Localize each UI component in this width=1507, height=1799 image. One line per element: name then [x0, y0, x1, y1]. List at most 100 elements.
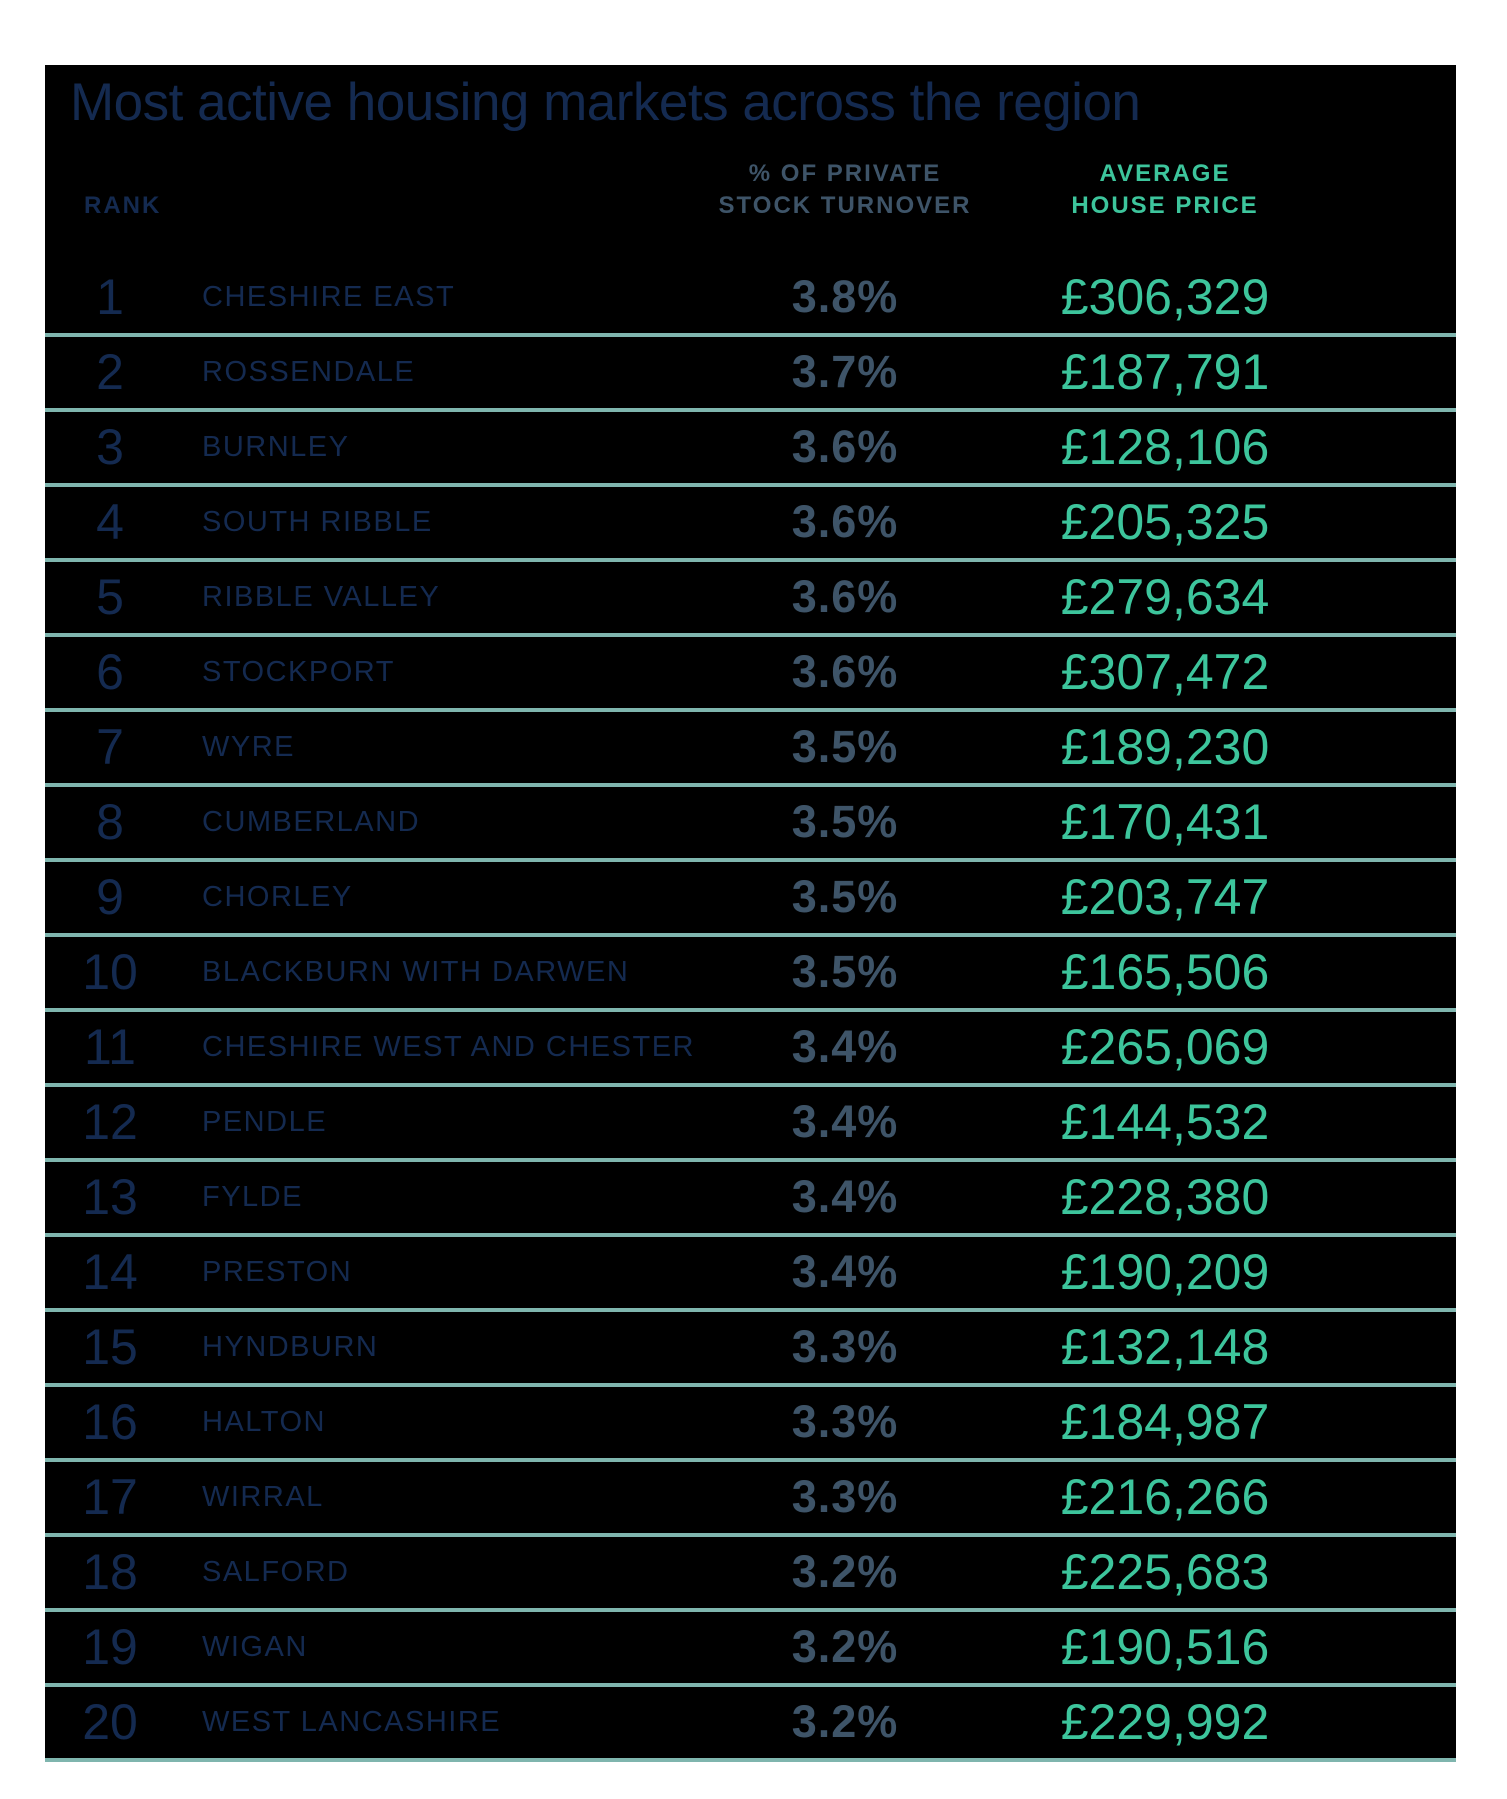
column-header-turnover: % OF PRIVATE STOCK TURNOVER	[655, 158, 1035, 223]
turnover-value: 3.4%	[791, 1171, 899, 1223]
table-row: 9 CHORLEY 3.5% £203,747	[45, 862, 1456, 937]
price-value: £225,683	[1060, 1544, 1270, 1601]
table-row: 10 BLACKBURN WITH DARWEN 3.5% £165,506	[45, 937, 1456, 1012]
location-name: SOUTH RIBBLE	[202, 505, 433, 538]
table-row: 11 CHESHIRE WEST AND CHESTER 3.4% £265,0…	[45, 1012, 1456, 1087]
rank-value: 2	[96, 344, 124, 401]
table-row: 3 BURNLEY 3.6% £128,106	[45, 412, 1456, 487]
turnover-value: 3.2%	[791, 1546, 899, 1598]
turnover-value: 3.6%	[791, 421, 899, 473]
location-name: BLACKBURN WITH DARWEN	[202, 955, 630, 988]
table-row: 5 RIBBLE VALLEY 3.6% £279,634	[45, 562, 1456, 637]
table-row: 16 HALTON 3.3% £184,987	[45, 1387, 1456, 1462]
table-row: 7 WYRE 3.5% £189,230	[45, 712, 1456, 787]
table-row: 14 PRESTON 3.4% £190,209	[45, 1237, 1456, 1312]
turnover-value: 3.4%	[791, 1021, 899, 1073]
price-value: £216,266	[1060, 1469, 1270, 1526]
location-name: STOCKPORT	[202, 655, 395, 688]
price-value: £170,431	[1060, 794, 1270, 851]
location-name: PENDLE	[202, 1105, 328, 1138]
turnover-value: 3.5%	[791, 871, 899, 923]
price-value: £189,230	[1060, 719, 1270, 776]
price-value: £165,506	[1060, 944, 1270, 1001]
rank-value: 9	[96, 869, 124, 926]
location-name: CHORLEY	[202, 880, 353, 913]
column-header-turnover-line2: STOCK TURNOVER	[718, 192, 972, 220]
rank-value: 4	[96, 494, 124, 551]
table-row: 4 SOUTH RIBBLE 3.6% £205,325	[45, 487, 1456, 562]
turnover-value: 3.4%	[791, 1246, 899, 1298]
location-name: CHESHIRE EAST	[202, 280, 456, 313]
rank-value: 16	[82, 1394, 138, 1451]
column-header-turnover-line1: % OF PRIVATE	[748, 159, 942, 187]
rank-value: 6	[96, 644, 124, 701]
rankings-table: 1 CHESHIRE EAST 3.8% £306,329 2 ROSSENDA…	[45, 262, 1456, 1762]
price-value: £229,992	[1060, 1694, 1270, 1751]
column-header-price-line1: AVERAGE	[1099, 159, 1231, 187]
column-header-price: AVERAGE HOUSE PRICE	[1035, 158, 1275, 223]
page-title: Most active housing markets across the r…	[70, 73, 1141, 132]
price-value: £279,634	[1060, 569, 1270, 626]
location-name: RIBBLE VALLEY	[202, 580, 441, 613]
location-name: CUMBERLAND	[202, 805, 421, 838]
table-row: 18 SALFORD 3.2% £225,683	[45, 1537, 1456, 1612]
table-row: 2 ROSSENDALE 3.7% £187,791	[45, 337, 1456, 412]
price-value: £307,472	[1060, 644, 1270, 701]
table-row: 19 WIGAN 3.2% £190,516	[45, 1612, 1456, 1687]
location-name: PRESTON	[202, 1255, 353, 1288]
turnover-value: 3.6%	[791, 496, 899, 548]
price-value: £205,325	[1060, 494, 1270, 551]
location-name: FYLDE	[202, 1180, 303, 1213]
rank-value: 11	[84, 1019, 136, 1076]
price-value: £190,516	[1060, 1619, 1270, 1676]
table-row: 17 WIRRAL 3.3% £216,266	[45, 1462, 1456, 1537]
price-value: £128,106	[1060, 419, 1270, 476]
rank-value: 15	[82, 1319, 138, 1376]
turnover-value: 3.6%	[791, 571, 899, 623]
rank-value: 13	[82, 1169, 138, 1226]
rank-value: 7	[96, 719, 124, 776]
location-name: CHESHIRE WEST AND CHESTER	[202, 1030, 695, 1063]
location-name: HYNDBURN	[202, 1330, 379, 1363]
location-name: ROSSENDALE	[202, 355, 416, 388]
price-value: £228,380	[1060, 1169, 1270, 1226]
turnover-value: 3.4%	[791, 1096, 899, 1148]
table-row: 13 FYLDE 3.4% £228,380	[45, 1162, 1456, 1237]
location-name: HALTON	[202, 1405, 326, 1438]
rank-value: 17	[82, 1469, 138, 1526]
price-value: £187,791	[1060, 344, 1270, 401]
table-header-row: RANK % OF PRIVATE STOCK TURNOVER AVERAGE…	[45, 158, 1456, 223]
turnover-value: 3.2%	[791, 1696, 899, 1748]
turnover-value: 3.8%	[791, 271, 899, 323]
infographic-panel: Most active housing markets across the r…	[45, 65, 1456, 1762]
price-value: £144,532	[1060, 1094, 1270, 1151]
table-row: 8 CUMBERLAND 3.5% £170,431	[45, 787, 1456, 862]
turnover-value: 3.3%	[791, 1396, 899, 1448]
price-value: £265,069	[1060, 1019, 1270, 1076]
location-name: BURNLEY	[202, 430, 350, 463]
location-name: WIRRAL	[202, 1480, 324, 1513]
turnover-value: 3.5%	[791, 946, 899, 998]
table-row: 20 WEST LANCASHIRE 3.2% £229,992	[45, 1687, 1456, 1762]
table-row: 15 HYNDBURN 3.3% £132,148	[45, 1312, 1456, 1387]
price-value: £184,987	[1060, 1394, 1270, 1451]
rank-value: 20	[82, 1694, 138, 1751]
turnover-value: 3.5%	[791, 796, 899, 848]
rank-value: 12	[82, 1094, 138, 1151]
column-header-rank: RANK	[84, 192, 162, 220]
column-header-price-line2: HOUSE PRICE	[1071, 192, 1259, 220]
turnover-value: 3.6%	[791, 646, 899, 698]
price-value: £190,209	[1060, 1244, 1270, 1301]
rank-value: 3	[96, 419, 124, 476]
rank-value: 14	[82, 1244, 138, 1301]
rank-value: 1	[96, 269, 124, 326]
rank-value: 10	[82, 944, 138, 1001]
location-name: WEST LANCASHIRE	[202, 1705, 502, 1738]
rank-value: 5	[96, 569, 124, 626]
table-row: 6 STOCKPORT 3.6% £307,472	[45, 637, 1456, 712]
turnover-value: 3.7%	[791, 346, 899, 398]
turnover-value: 3.3%	[791, 1471, 899, 1523]
price-value: £203,747	[1060, 869, 1270, 926]
rank-value: 18	[82, 1544, 138, 1601]
